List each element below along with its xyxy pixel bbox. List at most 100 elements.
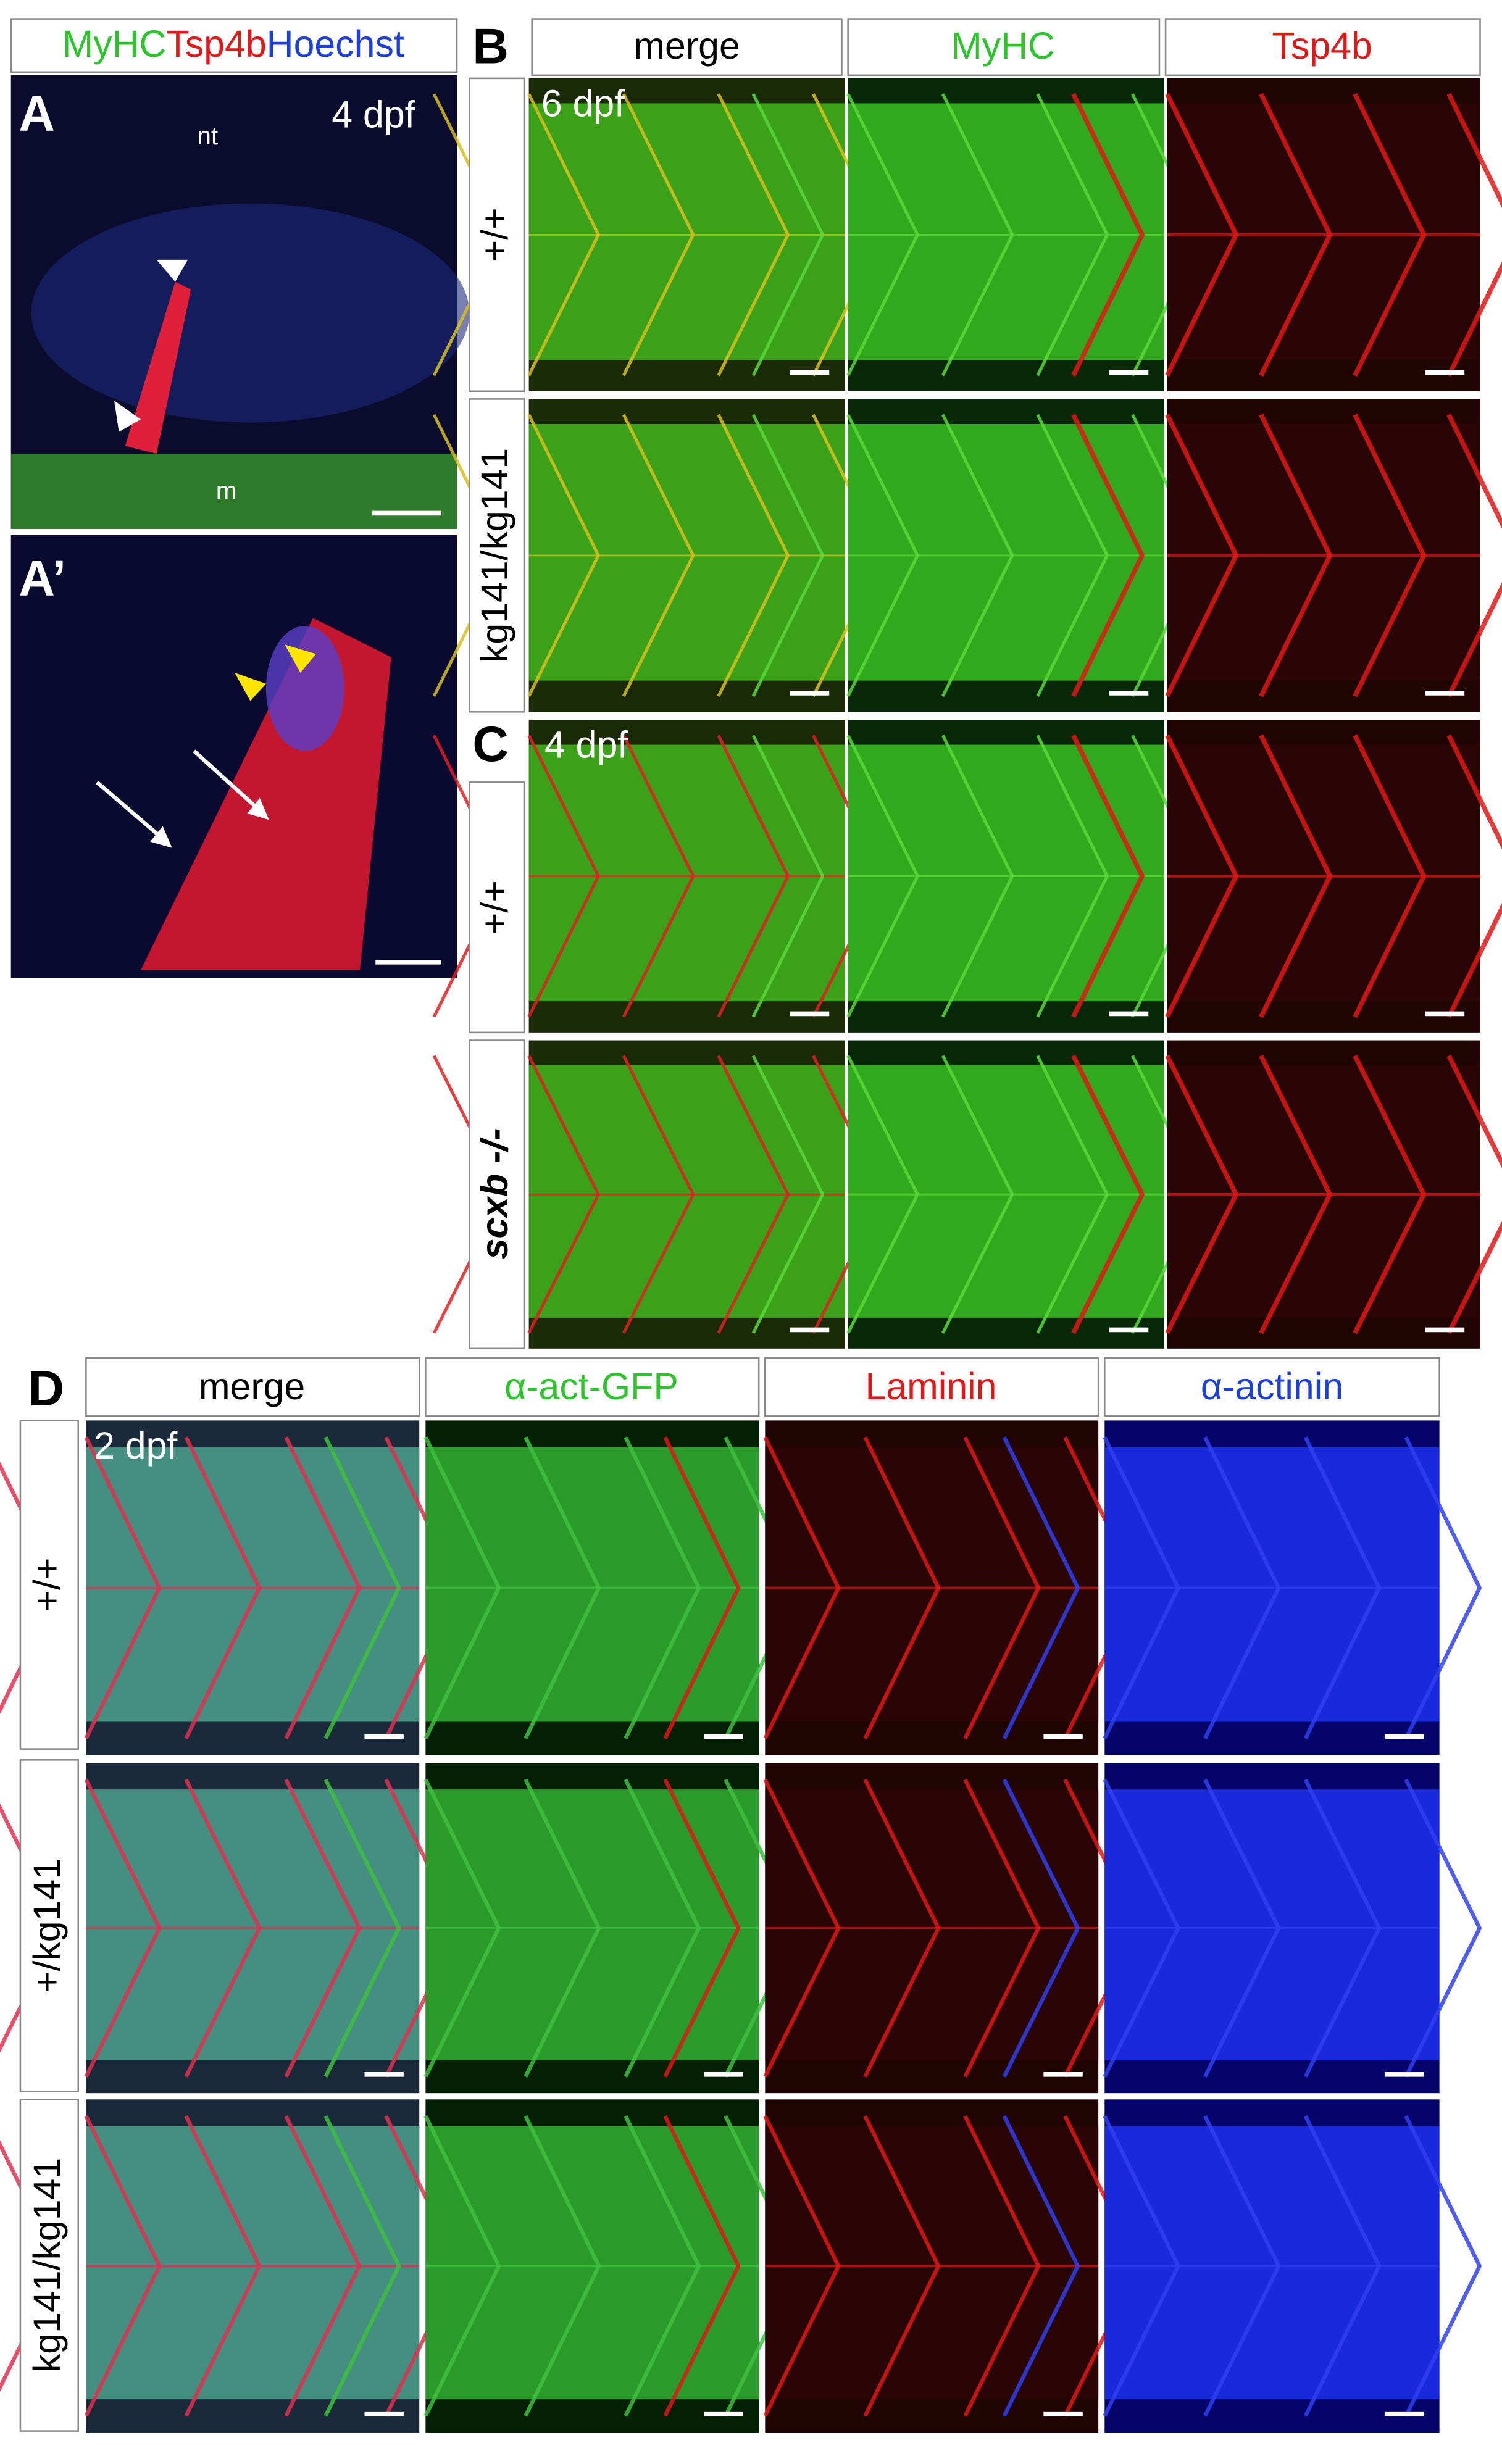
tissue	[1167, 103, 1480, 360]
row-label-box	[19, 1420, 79, 1750]
column-header: MyHC	[951, 25, 1055, 67]
tissue	[848, 1065, 1164, 1318]
myoseptum	[663, 1436, 741, 1740]
column-header-box	[85, 1357, 420, 1417]
arrowhead	[156, 259, 188, 282]
myoseptum	[1071, 414, 1145, 697]
tissue	[1104, 1789, 1440, 2060]
tissue	[86, 1789, 420, 2060]
tissue	[765, 2126, 1099, 2400]
myoseptum	[663, 1778, 741, 2078]
tissue	[765, 1447, 1099, 1722]
myoseptum	[1071, 734, 1145, 1018]
column-header: α-act-GFP	[504, 1365, 678, 1407]
arrow	[193, 749, 261, 812]
column-header: merge	[199, 1365, 305, 1407]
legend-myhc: MyHC	[62, 23, 166, 65]
row-label: kg141/kg141	[474, 448, 515, 663]
stage: 2 dpf	[94, 1425, 177, 1467]
myoseptum	[323, 2115, 401, 2417]
column-header-box	[1104, 1357, 1440, 1417]
myoseptum	[1404, 1778, 1482, 2078]
panel-label: D	[28, 1361, 65, 1417]
myoseptum	[751, 93, 825, 377]
nucleus	[265, 625, 344, 751]
myoseptum	[1446, 1054, 1502, 1334]
tissue	[528, 744, 845, 1002]
stage: 4 dpf	[332, 93, 415, 135]
annotation: nt	[197, 122, 218, 150]
tendon	[125, 281, 191, 454]
myoseptum	[1404, 2115, 1482, 2417]
tissue	[86, 2126, 420, 2400]
tissue	[1167, 744, 1480, 1002]
arrowhead	[114, 400, 141, 432]
tissue	[425, 2126, 759, 2400]
tissue	[765, 1789, 1099, 2060]
row-label-box	[469, 77, 525, 393]
tissue	[1104, 2126, 1440, 2400]
tissue	[425, 1447, 759, 1722]
row-label: +/kg141	[26, 1858, 68, 1993]
row-label: kg141/kg141	[26, 2158, 68, 2373]
myoseptum	[1404, 1436, 1482, 1740]
tissue	[848, 744, 1164, 1002]
myoseptum	[751, 735, 825, 1018]
column-header-box	[847, 18, 1161, 77]
column-header: Tsp4b	[1272, 25, 1372, 67]
myoseptum	[1071, 93, 1145, 377]
myoseptum	[1002, 2115, 1080, 2417]
row-label-box	[469, 398, 525, 713]
tissue	[528, 423, 845, 681]
tissue	[528, 103, 845, 360]
myoseptum	[1446, 93, 1502, 377]
stage: 4 dpf	[544, 724, 628, 766]
row-label-box	[469, 781, 525, 1034]
panel-label: A	[19, 86, 55, 142]
legend-tsp4b: Tsp4b	[166, 23, 266, 65]
myoseptum	[1071, 1054, 1145, 1334]
tissue	[1104, 1447, 1440, 1722]
legend-hoechst: Hoechst	[267, 23, 404, 65]
annotation: m	[216, 477, 237, 505]
column-header: Laminin	[865, 1365, 996, 1407]
tissue	[425, 1789, 759, 2060]
row-label: +/+	[474, 207, 515, 262]
column-header-box	[764, 1357, 1099, 1417]
row-label-box	[469, 1039, 525, 1350]
myoseptum	[323, 1436, 401, 1740]
myoseptum	[1002, 1778, 1080, 2078]
arrow	[150, 826, 172, 848]
neural-tube	[31, 203, 470, 423]
myoseptum	[1446, 734, 1502, 1018]
myoseptum	[1446, 414, 1502, 697]
panel-label: C	[472, 717, 509, 772]
arrow	[96, 780, 164, 841]
myoseptum	[751, 414, 825, 697]
tissue	[848, 103, 1164, 360]
legend: MyHCTsp4bHoechst	[62, 23, 404, 65]
panel-label: B	[472, 19, 509, 75]
column-header-box	[1164, 18, 1481, 77]
muscle	[10, 454, 457, 529]
arrowhead	[235, 672, 266, 701]
row-label-box	[19, 2099, 79, 2432]
tissue	[1167, 1065, 1480, 1318]
micrographs	[0, 75, 1502, 2433]
row-label: scxb -/-	[474, 1128, 515, 1259]
panel-label: A’	[19, 551, 66, 606]
tissue	[86, 1447, 420, 1722]
column-header: α-actinin	[1201, 1365, 1343, 1407]
row-label: +/+	[474, 880, 515, 934]
tissue	[528, 1065, 845, 1318]
myoseptum	[663, 2115, 741, 2417]
myoseptum	[323, 1778, 401, 2078]
column-header-box	[425, 1357, 760, 1417]
tissue	[1167, 423, 1480, 681]
myoseptum	[751, 1055, 825, 1334]
stage: 6 dpf	[541, 83, 625, 125]
column-header-box	[531, 18, 843, 77]
legend-box	[10, 18, 458, 73]
